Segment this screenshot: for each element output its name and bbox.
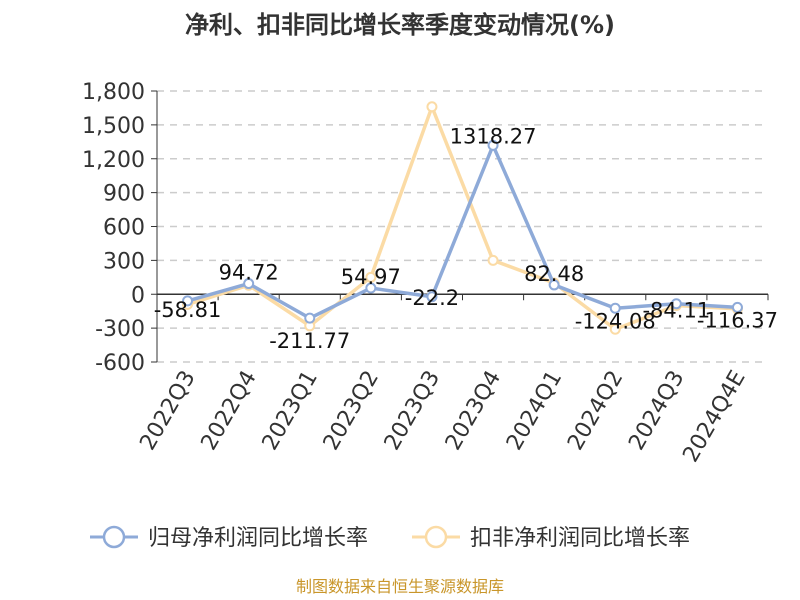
- data-point[interactable]: [731, 301, 743, 313]
- series-group: [182, 101, 743, 335]
- legend-item-1[interactable]: 扣非净利润同比增长率: [412, 525, 690, 551]
- data-point[interactable]: [243, 278, 255, 290]
- data-label: 54.97: [341, 265, 401, 289]
- x-tick-label: 2024Q2: [563, 367, 628, 455]
- series-line-0: [187, 143, 738, 320]
- y-tick-label: 1,200: [82, 148, 145, 173]
- x-tick-label: 2024Q3: [624, 367, 689, 455]
- y-tick-label: 1,800: [82, 80, 145, 105]
- x-tick-label: 2023Q2: [319, 367, 384, 455]
- legend-marker: [102, 525, 126, 549]
- data-label: -116.37: [697, 308, 778, 332]
- x-tick-label: 2024Q1: [502, 367, 567, 455]
- grid-lines: [157, 90, 768, 363]
- x-tick-label: 2022Q3: [135, 367, 200, 455]
- data-point[interactable]: [304, 312, 316, 324]
- data-point[interactable]: [609, 323, 621, 335]
- data-point[interactable]: [182, 295, 194, 307]
- data-point[interactable]: [365, 271, 377, 283]
- data-point[interactable]: [487, 139, 499, 151]
- y-tick-label: 300: [103, 249, 145, 274]
- data-point[interactable]: [426, 101, 438, 113]
- data-labels: -58.81 94.72 -211.77 54.97-22.2 1318.27 82.48…: [154, 124, 778, 353]
- y-tick-label: -300: [95, 317, 145, 342]
- y-tick-label: 1,500: [82, 114, 145, 139]
- y-tick-label: -600: [95, 351, 145, 376]
- y-tick-label: 900: [103, 182, 145, 207]
- data-point[interactable]: [609, 302, 621, 314]
- x-tick-label: 2023Q3: [380, 367, 445, 455]
- x-tick-label: 2023Q1: [258, 367, 323, 455]
- data-point[interactable]: [426, 291, 438, 303]
- legend-label: 归母净利润同比增长率: [148, 526, 368, 551]
- data-point[interactable]: [365, 282, 377, 294]
- legend-item-0[interactable]: 归母净利润同比增长率: [90, 525, 368, 551]
- data-label: -84.11: [642, 299, 710, 323]
- series-line-1: [187, 105, 738, 332]
- data-label: -124.08: [575, 309, 656, 333]
- x-tick-label: 2023Q4: [441, 367, 506, 455]
- data-label: -211.77: [269, 329, 350, 353]
- data-point[interactable]: [670, 298, 682, 310]
- data-label: -22.2: [405, 286, 459, 310]
- data-label: 1318.27: [450, 124, 537, 148]
- legend[interactable]: 归母净利润同比增长率 扣非净利润同比增长率: [90, 525, 690, 551]
- chart-title: 净利、扣非同比增长率季度变动情况(%): [185, 11, 615, 39]
- legend-label: 扣非净利润同比增长率: [470, 526, 690, 551]
- data-point[interactable]: [487, 254, 499, 266]
- data-point[interactable]: [548, 279, 560, 291]
- data-label: 82.48: [524, 262, 584, 286]
- source-note: 制图数据来自恒生聚源数据库: [296, 577, 504, 596]
- x-tick-label: 2022Q4: [197, 367, 262, 455]
- data-label: -58.81: [154, 298, 222, 322]
- y-tick-label: 600: [103, 216, 145, 241]
- legend-marker: [424, 525, 448, 549]
- y-tick-label: 0: [131, 283, 145, 308]
- data-label: 94.72: [219, 261, 279, 285]
- y-axis: -600 -300 0 300 600 900 1,200 1,500 1,800: [82, 80, 158, 376]
- x-tick-label: 2024Q4E: [678, 367, 750, 467]
